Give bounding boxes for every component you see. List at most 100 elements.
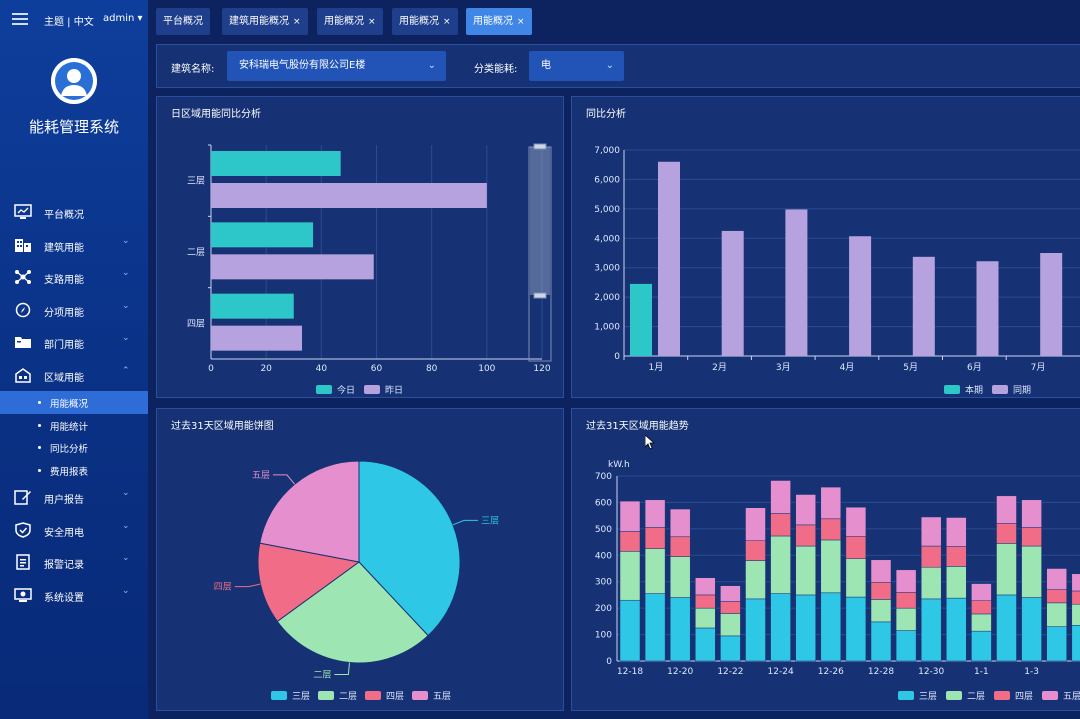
- bar-昨日: [211, 183, 487, 208]
- bar-五层: [795, 494, 816, 526]
- sidebar-item-user-report[interactable]: 用户报告 ⌄: [0, 481, 148, 514]
- x-tick-label: 3月: [776, 362, 791, 373]
- bar-四层: [895, 592, 917, 609]
- legend-label: 四层: [386, 691, 404, 702]
- bullet-icon: [38, 423, 41, 427]
- close-icon[interactable]: ×: [517, 17, 525, 27]
- legend-swatch: [946, 691, 962, 700]
- y-tick-label: 四层: [187, 318, 205, 329]
- y-tick-label: 500: [595, 525, 612, 535]
- bar-三层: [1046, 626, 1067, 662]
- sidebar-subitem-label: 用能概况: [50, 399, 89, 410]
- x-tick-label: 12-22: [717, 667, 743, 677]
- close-icon[interactable]: ×: [293, 17, 301, 27]
- datazoom-handle-top: [533, 143, 547, 150]
- pie-slice-五层: [259, 460, 360, 563]
- sidebar-item-branch[interactable]: 支路用能 ⌄: [0, 261, 148, 294]
- sidebar-item-label: 系统设置: [44, 592, 84, 604]
- yoy-analysis-panel: 同比分析 0 1,000 2,000 3,000 4,000 5,000 6,000 7,00…: [571, 96, 1080, 398]
- yoy-bar-chart: 0 1,000 2,000 3,000 4,000 5,000 6,000 7,000 1月 2月…: [594, 146, 1080, 396]
- close-icon[interactable]: ×: [368, 17, 376, 27]
- x-tick-label: 40: [316, 364, 328, 374]
- y-tick-label: 2,000: [594, 293, 620, 303]
- datazoom-handle-bottom: [533, 292, 547, 299]
- bar-三层: [845, 596, 867, 662]
- sidebar-item-settings[interactable]: 系统设置 ⌄: [0, 579, 148, 612]
- category-select[interactable]: 电 ⌄: [529, 51, 624, 81]
- admin-user-menu[interactable]: admin ▾: [103, 13, 143, 24]
- bar-二层: [1046, 602, 1067, 627]
- bar-四层: [996, 523, 1017, 544]
- bar-五层: [720, 585, 741, 602]
- tab-energy-overview-2[interactable]: 用能概况 ×: [392, 8, 458, 35]
- bar-四层: [946, 546, 967, 567]
- bar-四层: [1071, 590, 1080, 605]
- sidebar-item-area[interactable]: 区域用能 ⌃: [0, 359, 148, 392]
- bar-三层: [669, 597, 691, 662]
- sidebar-item-label: 建筑用能: [44, 242, 84, 254]
- pie-label-line: [334, 662, 350, 675]
- main-content: 平台概况 建筑用能概况 × 用能概况 × 用能概况 × 用能概况 × 建筑名称: 安科瑞…: [148, 0, 1080, 719]
- chevron-down-icon: ⌄: [122, 333, 130, 343]
- chevron-down-icon: ⌄: [427, 60, 436, 71]
- tab-energy-overview-active[interactable]: 用能概况 ×: [466, 8, 532, 35]
- bar-五层: [770, 480, 791, 514]
- bar-同期: [721, 230, 744, 356]
- daily-area-yoy-panel: 日区域用能同比分析 0 20 40 60 80 100 120 三层 二层 四层 今日 昨日: [156, 96, 564, 398]
- x-tick-label: 12-30: [918, 667, 944, 677]
- building-select[interactable]: 安科瑞电气股份有限公司E楼 ⌄: [227, 51, 446, 81]
- area-trend-panel: 过去31天区域用能趋势 kW.h 0 100 200 300 400 500 600 700 12…: [571, 408, 1080, 711]
- avatar[interactable]: [51, 58, 97, 104]
- tab-label: 用能概况: [473, 16, 513, 27]
- sidebar-item-platform[interactable]: 平台概况: [0, 196, 148, 229]
- x-tick-label: 7月: [1031, 362, 1046, 373]
- category-select-value: 电: [541, 60, 551, 71]
- bar-四层: [619, 531, 641, 552]
- y-tick-label: 0: [606, 657, 612, 667]
- pie-label-line: [272, 474, 296, 485]
- x-tick-label: 80: [426, 364, 438, 374]
- sidebar-item-alarms[interactable]: 报警记录 ⌄: [0, 546, 148, 579]
- bar-同期: [1040, 253, 1063, 356]
- bar-三层: [870, 621, 892, 662]
- y-tick-label: 3,000: [594, 264, 620, 274]
- sidebar-item-building[interactable]: 建筑用能 ⌄: [0, 229, 148, 262]
- bar-四层: [971, 600, 992, 615]
- y-tick-label: 1,000: [594, 323, 620, 333]
- tab-platform-overview[interactable]: 平台概况: [156, 8, 210, 35]
- bar-四层: [644, 527, 666, 549]
- close-icon[interactable]: ×: [443, 17, 451, 27]
- bullet-icon: [38, 401, 41, 404]
- x-tick-label: 1月: [648, 362, 663, 373]
- sidebar-item-safety[interactable]: 安全用电 ⌄: [0, 514, 148, 547]
- bar-昨日: [211, 254, 374, 280]
- pie-label-line: [452, 519, 479, 526]
- pie-label: 三层: [481, 515, 499, 526]
- y-tick-label: 三层: [187, 176, 205, 187]
- theme-language-switch[interactable]: 主题 | 中文: [44, 17, 94, 28]
- pie-label: 二层: [313, 669, 331, 680]
- sidebar-subitem-yoy[interactable]: 同比分析: [0, 436, 148, 459]
- sidebar-subitem-cost[interactable]: 费用报表: [0, 459, 148, 482]
- bar-五层: [1071, 573, 1080, 592]
- sidebar-subitem-overview[interactable]: 用能概况: [0, 391, 148, 414]
- hamburger-menu-icon[interactable]: [12, 13, 28, 25]
- y-tick-label: 0: [614, 352, 620, 362]
- filter-bar: 建筑名称: 安科瑞电气股份有限公司E楼 ⌄ 分类能耗: 电 ⌄: [156, 44, 1080, 88]
- sidebar-item-label: 区域用能: [44, 372, 84, 384]
- sidebar-item-department[interactable]: 部门用能 ⌄: [0, 326, 148, 359]
- bar-四层: [1021, 527, 1042, 547]
- chevron-down-icon: ⌄: [122, 488, 130, 498]
- y-tick-label: 700: [595, 472, 612, 482]
- legend-swatch: [1042, 691, 1058, 700]
- tab-building-overview[interactable]: 建筑用能概况 ×: [222, 8, 308, 35]
- tab-energy-overview-1[interactable]: 用能概况 ×: [317, 8, 383, 35]
- area-pie-panel: 过去31天区域用能饼图 三层 二层 四层 五层 三层 二层 四层 五层: [156, 408, 564, 711]
- sidebar-item-subitem[interactable]: 分项用能 ⌄: [0, 294, 148, 327]
- bar-五层: [669, 508, 691, 538]
- chevron-up-icon: ⌃: [122, 365, 130, 376]
- bar-本期: [630, 283, 652, 356]
- sidebar-subitem-statistics[interactable]: 用能统计: [0, 414, 148, 437]
- bar-五层: [820, 486, 842, 520]
